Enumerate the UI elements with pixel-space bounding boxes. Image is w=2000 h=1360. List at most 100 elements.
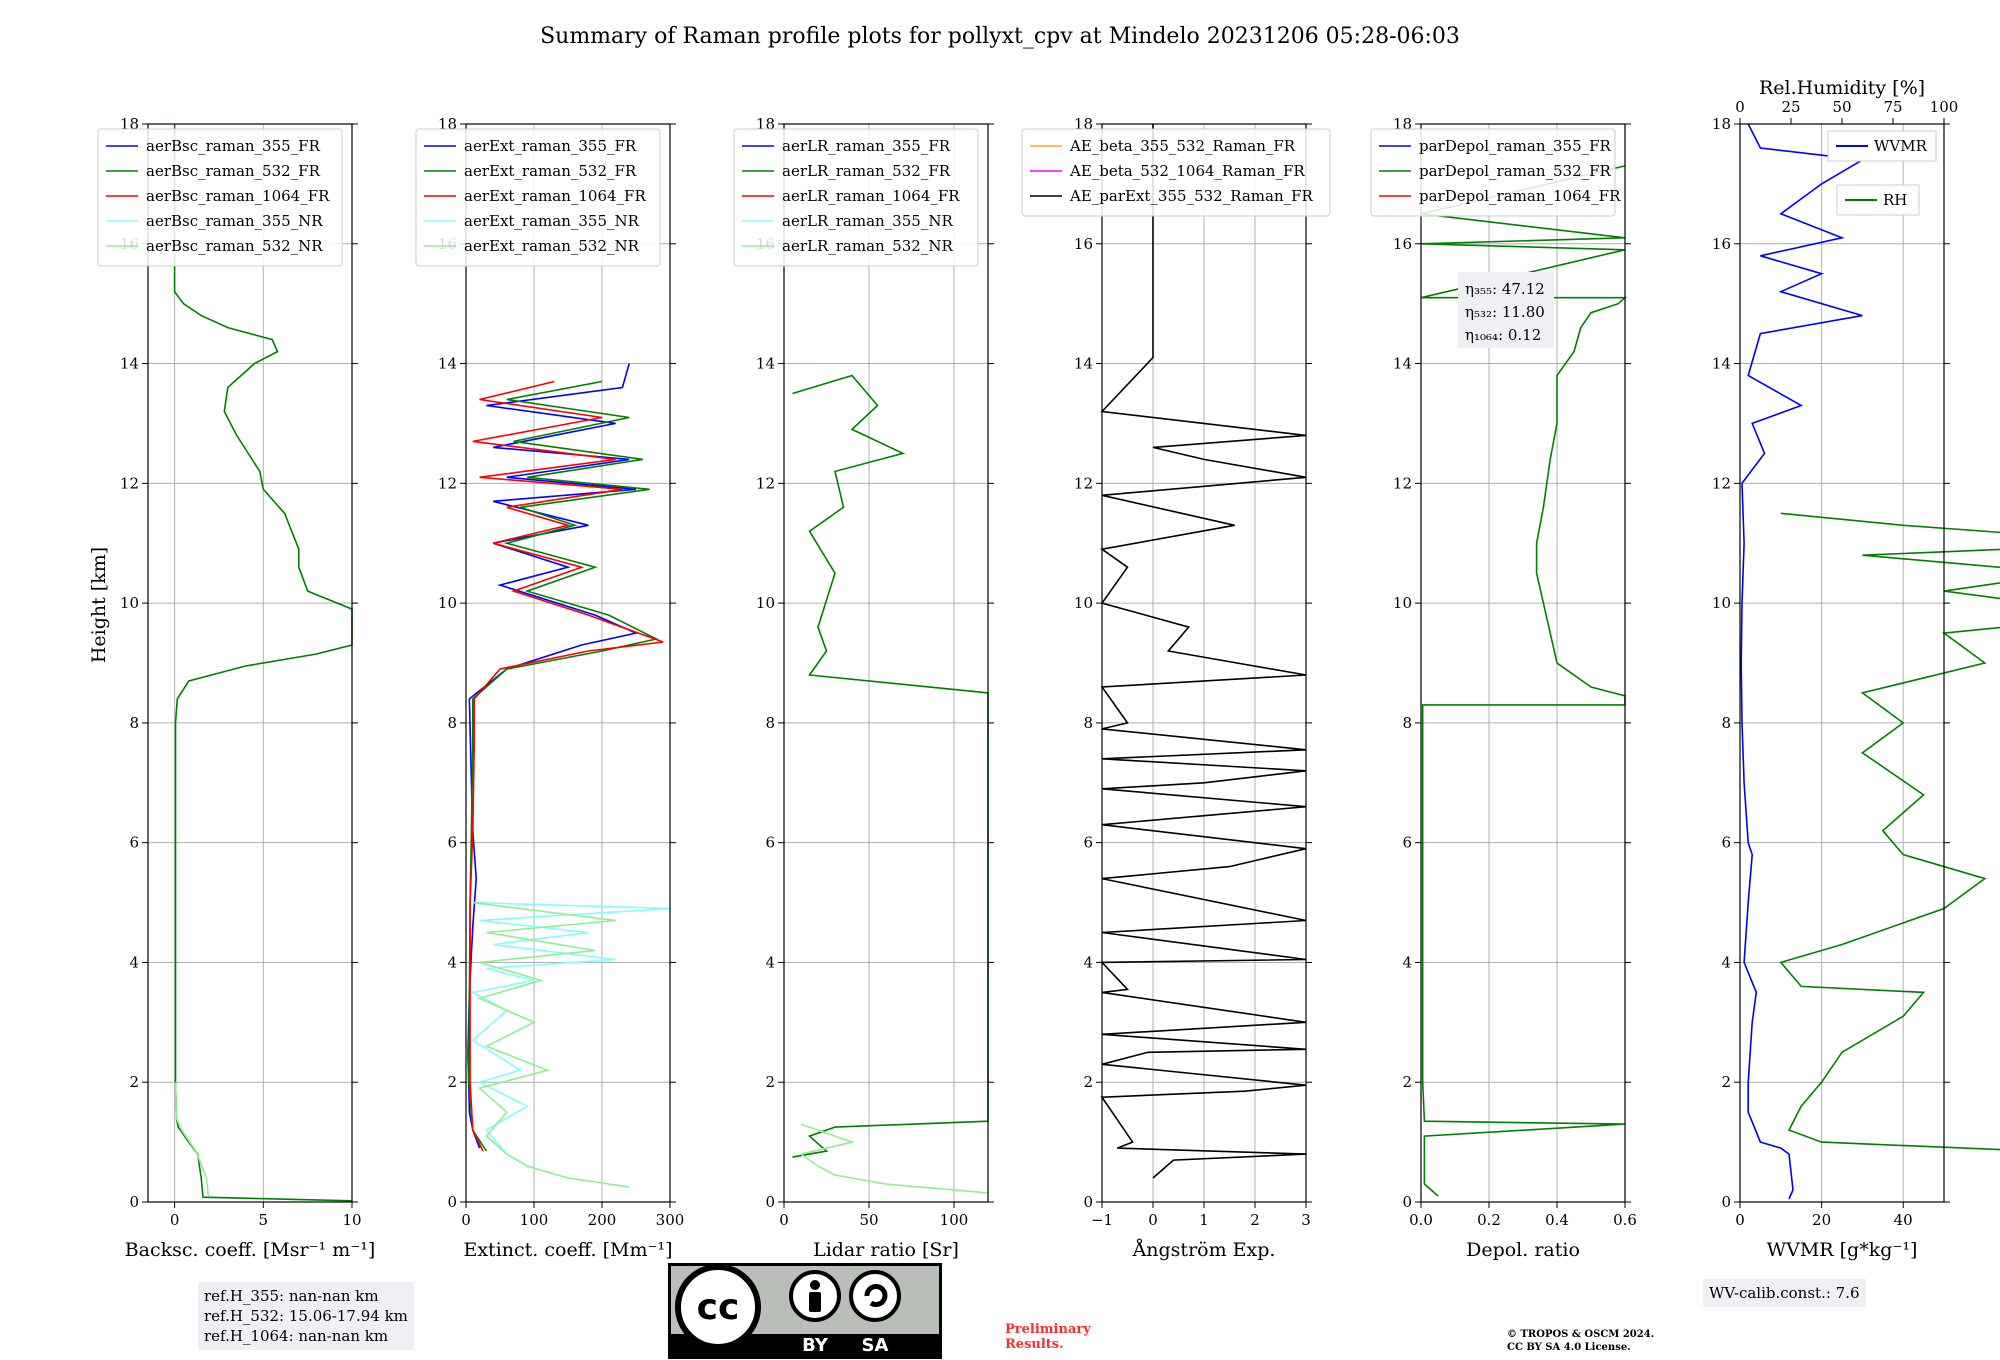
x-tick-label: 0.2 — [1477, 1211, 1501, 1229]
x-tick-label: 100 — [520, 1211, 549, 1229]
y-tick-label: 2 — [129, 1073, 139, 1091]
panel-backscatter: 0246810121416180510Backsc. coeff. [Msr⁻¹… — [97, 115, 376, 1261]
legend-box — [733, 128, 979, 267]
legend-label: AE_beta_355_532_Raman_FR — [1069, 137, 1296, 155]
y-tick-label: 10 — [438, 594, 457, 612]
preliminary-note: Preliminary Results. — [1005, 1322, 1091, 1352]
legend-label: AE_parExt_355_532_Raman_FR — [1069, 187, 1314, 205]
eta-line: η₁₀₆₄: 0.12 — [1465, 326, 1541, 344]
eta-annotation: η₃₅₅: 47.12 η₅₃₂: 11.80 η₁₀₆₄: 0.12 — [1458, 272, 1554, 348]
y-tick-label: 12 — [1712, 474, 1731, 492]
preliminary-line-2: Results. — [1005, 1337, 1064, 1352]
x-tick-label: −1 — [1091, 1211, 1113, 1229]
axes-frame — [147, 123, 353, 1203]
y-tick-label: 12 — [1074, 474, 1093, 492]
x-tick-label: 200 — [588, 1211, 617, 1229]
x-tick-label: 0 — [170, 1211, 180, 1229]
axes-frame — [783, 123, 989, 1203]
panels-group: 0246810121416180510Backsc. coeff. [Msr⁻¹… — [97, 77, 2000, 1261]
y-tick-label: 12 — [438, 474, 457, 492]
legend-label: parDepol_raman_532_FR — [1419, 162, 1612, 180]
legend-label: aerExt_raman_355_FR — [464, 137, 637, 155]
y-tick-label: 6 — [129, 834, 139, 852]
ref-line-355: ref.H_355: nan-nan km — [204, 1287, 379, 1305]
legend-label: RH — [1883, 191, 1907, 209]
y-tick-label: 18 — [1712, 115, 1731, 133]
y-tick-label: 8 — [1083, 714, 1093, 732]
y-tick-label: 12 — [120, 474, 139, 492]
y-tick-label: 4 — [765, 953, 775, 971]
y-tick-label: 2 — [447, 1073, 457, 1091]
x-tick-label: 0 — [461, 1211, 471, 1229]
eta-box — [1458, 272, 1554, 348]
axes-frame — [1739, 123, 1945, 1203]
series-line-aerExt_raman_355_FR — [467, 363, 639, 1149]
legend-label: aerExt_raman_532_NR — [464, 237, 640, 255]
y-tick-label: 4 — [1402, 953, 1412, 971]
x2-tick-label: 75 — [1883, 98, 1902, 116]
reference-height-box: ref.H_355: nan-nan km ref.H_532: 15.06-1… — [198, 1282, 414, 1350]
x-tick-label: 0 — [1148, 1211, 1158, 1229]
legend: parDepol_raman_355_FR parDepol_raman_532_… — [1370, 128, 1621, 217]
y-tick-label: 10 — [1712, 594, 1731, 612]
x2-tick-label: 25 — [1781, 98, 1800, 116]
x-tick-label: 0 — [1735, 1211, 1745, 1229]
y-tick-label: 0 — [447, 1193, 457, 1211]
y-tick-label: 4 — [1083, 953, 1093, 971]
x2-tick-label: 50 — [1832, 98, 1851, 116]
x-tick-label: 0 — [779, 1211, 789, 1229]
legend: aerBsc_raman_355_FR aerBsc_raman_532_FRae… — [97, 128, 343, 267]
person-head-icon — [810, 1280, 820, 1290]
x-axis-label: Extinct. coeff. [Mm⁻¹] — [463, 1239, 672, 1261]
x-tick-label: 50 — [859, 1211, 878, 1229]
y-tick-label: 2 — [1402, 1073, 1412, 1091]
legend-wvmr: WVMR — [1827, 130, 1937, 162]
x-tick-label: 0.6 — [1613, 1211, 1637, 1229]
legend-label: aerBsc_raman_532_FR — [146, 162, 321, 180]
y-tick-label: 10 — [1074, 594, 1093, 612]
y-tick-label: 0 — [1083, 1193, 1093, 1211]
y-axis-label: Height [km] — [88, 547, 110, 663]
legend-label: parDepol_raman_355_FR — [1419, 137, 1612, 155]
y-tick-label: 14 — [120, 355, 139, 373]
y-tick-label: 2 — [1721, 1073, 1731, 1091]
legend-label: aerBsc_raman_532_NR — [146, 237, 323, 255]
y-tick-label: 16 — [1712, 235, 1731, 253]
figure-title: Summary of Raman profile plots for polly… — [540, 24, 1460, 49]
legend-label: aerLR_raman_532_NR — [782, 237, 953, 255]
y-tick-label: 14 — [1074, 355, 1093, 373]
y-tick-label: 0 — [129, 1193, 139, 1211]
y-tick-label: 6 — [1083, 834, 1093, 852]
legend-label: aerLR_raman_532_FR — [782, 162, 951, 180]
series-line-aerExt_raman_1064_FR — [469, 380, 664, 1152]
panel-lidar-ratio: 024681012141618050100Lidar ratio [Sr]aer… — [733, 115, 994, 1261]
ref-line-532: ref.H_532: 15.06-17.94 km — [204, 1307, 408, 1325]
legend: aerExt_raman_355_FR aerExt_raman_532_FRae… — [415, 128, 661, 267]
legend-label: aerLR_raman_355_NR — [782, 212, 953, 230]
x2-tick-label: 0 — [1735, 98, 1745, 116]
legend-box — [1021, 128, 1331, 217]
x2-axis-label: Rel.Humidity [%] — [1759, 77, 1925, 99]
series-line-aerLR_raman_532_NR — [799, 1123, 989, 1194]
legend: AE_beta_355_532_Raman_FR AE_beta_532_1064… — [1021, 128, 1331, 217]
legend-label: parDepol_raman_1064_FR — [1419, 187, 1621, 205]
cc-text: cc — [697, 1287, 740, 1328]
x-tick-label: 300 — [656, 1211, 685, 1229]
copyright-line-1: © TROPOS & OSCM 2024. — [1507, 1329, 1655, 1340]
legend-box — [97, 128, 343, 267]
y-tick-label: 4 — [1721, 953, 1731, 971]
y-tick-label: 2 — [1083, 1073, 1093, 1091]
y-tick-label: 2 — [765, 1073, 775, 1091]
x-tick-label: 1 — [1199, 1211, 1209, 1229]
y-tick-label: 12 — [756, 474, 775, 492]
x-axis-label: Backsc. coeff. [Msr⁻¹ m⁻¹] — [125, 1239, 376, 1261]
preliminary-line-1: Preliminary — [1005, 1322, 1091, 1337]
y-tick-label: 14 — [1393, 355, 1412, 373]
axes-frame — [465, 123, 671, 1203]
eta-line: η₅₃₂: 11.80 — [1465, 303, 1545, 321]
person-body-icon — [809, 1292, 821, 1312]
x-tick-label: 3 — [1301, 1211, 1311, 1229]
y-tick-label: 16 — [1393, 235, 1412, 253]
x-tick-label: 2 — [1250, 1211, 1260, 1229]
